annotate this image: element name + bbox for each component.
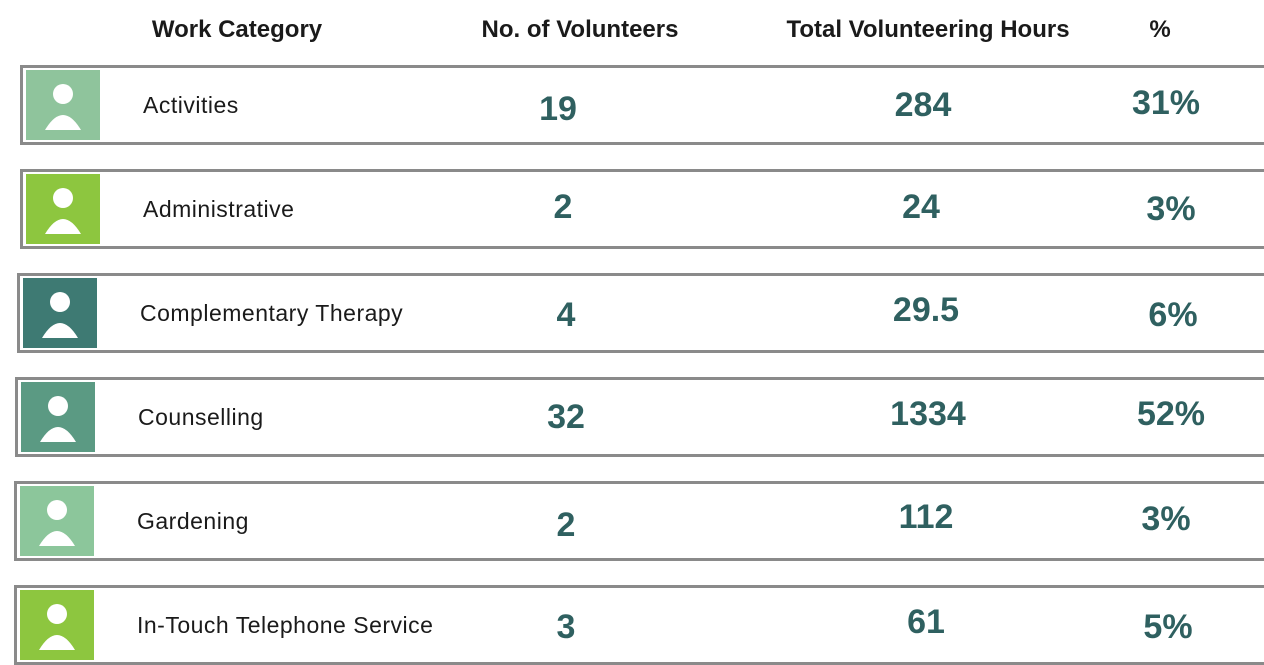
category-label: Activities (143, 92, 239, 118)
category-icon (23, 278, 97, 348)
cell-value: 31% (1131, 84, 1201, 122)
icon-figure (45, 188, 81, 234)
category-label: Complementary Therapy (140, 300, 404, 326)
icon-figure (45, 84, 81, 130)
icon-figure (42, 292, 78, 338)
category-icon (26, 70, 100, 140)
cell-value: 6% (1148, 296, 1198, 334)
table-row: Complementary Therapy 4 29.5 6% (17, 273, 1264, 353)
cell-value: 29.5 (892, 291, 960, 329)
cell-value: 2 (553, 188, 573, 226)
cell-value: 5% (1143, 608, 1193, 646)
table-row: In-Touch Telephone Service 3 61 5% (14, 585, 1264, 665)
cell-value: 112 (898, 498, 954, 536)
table-row: Administrative 2 24 3% (20, 169, 1264, 249)
cell-value: 3% (1141, 500, 1191, 538)
column-header: No. of Volunteers (481, 16, 679, 43)
category-icon (20, 590, 94, 660)
cell-value: 3% (1146, 190, 1196, 228)
table-row: Counselling 32 1334 52% (15, 377, 1264, 457)
column-header: Work Category (151, 16, 323, 43)
column-header: Total Volunteering Hours (786, 16, 1070, 43)
cell-value: 1334 (890, 395, 966, 433)
table-row: Gardening 2 112 3% (14, 481, 1264, 561)
icon-figure (39, 500, 75, 546)
icon-figure (40, 396, 76, 442)
category-icon (21, 382, 95, 452)
category-label: Counselling (138, 404, 264, 430)
cell-value: 61 (907, 603, 945, 641)
icon-figure (39, 604, 75, 650)
cell-value: 52% (1136, 395, 1206, 433)
cell-value: 3 (556, 608, 576, 646)
cell-value: 32 (547, 398, 585, 436)
category-label: In-Touch Telephone Service (137, 612, 434, 638)
category-icon (20, 486, 94, 556)
column-header: % (1149, 16, 1171, 43)
cell-value: 24 (902, 188, 940, 226)
category-label: Administrative (143, 196, 295, 222)
table-row: Activities 19 284 31% (20, 65, 1264, 145)
category-label: Gardening (137, 508, 249, 534)
cell-value: 2 (556, 506, 576, 544)
cell-value: 284 (894, 86, 952, 124)
category-icon (26, 174, 100, 244)
cell-value: 4 (556, 296, 576, 334)
cell-value: 19 (539, 90, 577, 128)
